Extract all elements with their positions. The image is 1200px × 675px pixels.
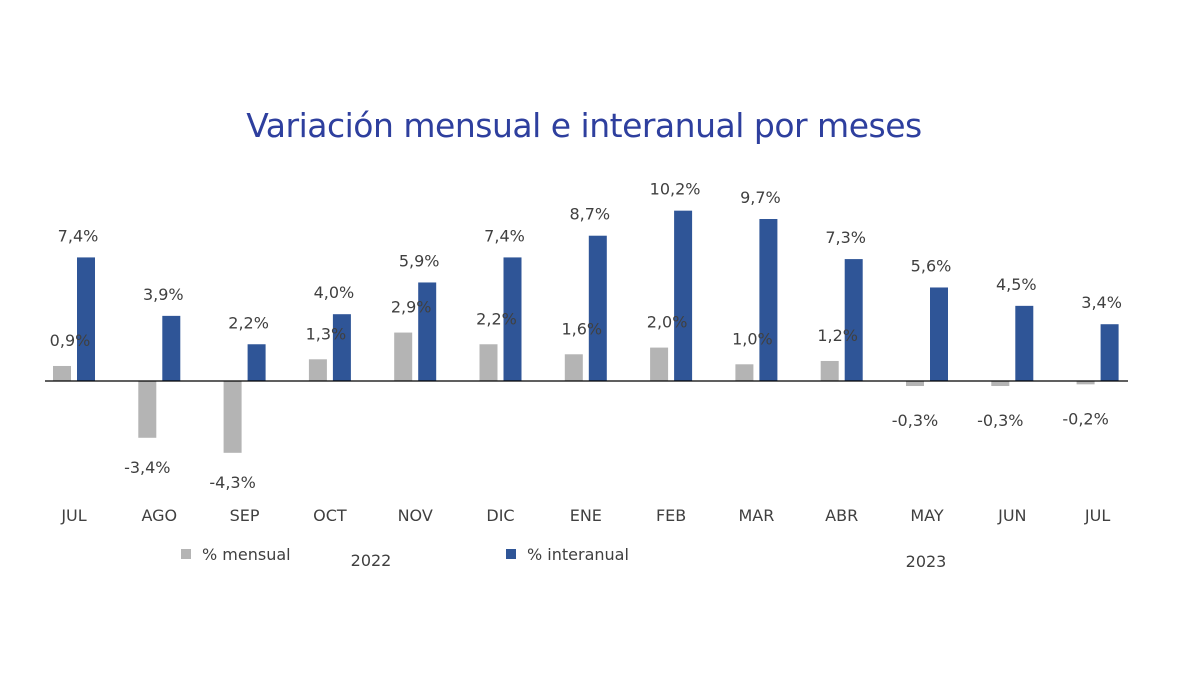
- data-label-mensual: -4,3%: [209, 473, 255, 492]
- bar-mensual: [479, 344, 498, 381]
- data-label-interanual: 3,9%: [143, 285, 184, 304]
- bar-mensual: [650, 347, 669, 381]
- data-label-interanual: 7,4%: [484, 226, 525, 245]
- bar-interanual: [759, 219, 778, 381]
- data-label-interanual: 8,7%: [569, 205, 610, 224]
- legend-swatch-mensual: [181, 549, 191, 559]
- category-label: JUL: [1084, 506, 1110, 525]
- bar-mensual: [138, 381, 157, 438]
- category-label: DIC: [486, 506, 514, 525]
- data-label-mensual: 1,0%: [732, 329, 773, 348]
- data-label-mensual: 2,9%: [391, 298, 432, 317]
- bar-mensual: [735, 364, 754, 381]
- data-label-interanual: 7,4%: [58, 226, 99, 245]
- bar-mensual: [394, 332, 413, 381]
- bar-interanual: [77, 257, 95, 381]
- data-label-mensual: 1,6%: [561, 319, 602, 338]
- bar-mensual: [906, 381, 924, 387]
- data-label-interanual: 2,2%: [228, 313, 269, 332]
- legend-label-interanual: % interanual: [527, 545, 629, 564]
- data-label-interanual: 9,7%: [740, 188, 781, 207]
- category-label: OCT: [313, 506, 347, 525]
- bar-mensual: [53, 365, 71, 381]
- data-label-interanual: 5,9%: [399, 251, 440, 270]
- bar-interanual: [247, 344, 266, 381]
- bar-mensual: [223, 381, 242, 453]
- data-label-mensual: 2,0%: [647, 313, 688, 332]
- data-label-mensual: -0,3%: [892, 411, 938, 430]
- chart-title: Variación mensual e interanual por meses: [246, 106, 922, 145]
- bar-interanual: [1100, 324, 1119, 381]
- data-label-interanual: 4,0%: [314, 283, 355, 302]
- category-label: SEP: [230, 506, 260, 525]
- data-label-interanual: 7,3%: [825, 228, 866, 247]
- category-label: AGO: [141, 506, 177, 525]
- data-label-mensual: 0,9%: [50, 331, 91, 350]
- bar-mensual: [991, 381, 1010, 387]
- data-label-mensual: 2,2%: [476, 309, 517, 328]
- bar-mensual: [564, 354, 583, 381]
- legend-label-mensual: % mensual: [202, 545, 291, 564]
- category-label: MAY: [910, 506, 944, 525]
- data-label-interanual: 3,4%: [1081, 293, 1122, 312]
- bar-interanual: [332, 314, 351, 381]
- bar-interanual: [503, 257, 522, 381]
- bar-mensual: [1076, 381, 1095, 385]
- data-label-interanual: 5,6%: [911, 256, 952, 275]
- category-label: JUN: [997, 506, 1026, 525]
- data-label-mensual: 1,2%: [817, 326, 858, 345]
- category-label: FEB: [656, 506, 686, 525]
- data-label-mensual: 1,3%: [306, 324, 347, 343]
- category-label: ABR: [825, 506, 858, 525]
- category-label: ENE: [570, 506, 602, 525]
- year-label-2023: 2023: [906, 552, 947, 571]
- bar-interanual: [930, 287, 948, 381]
- bar-interanual: [418, 282, 437, 381]
- category-label: MAR: [738, 506, 774, 525]
- data-label-mensual: -0,3%: [977, 411, 1023, 430]
- data-label-mensual: -0,2%: [1062, 409, 1108, 428]
- legend-swatch-interanual: [506, 549, 516, 559]
- data-label-interanual: 4,5%: [996, 275, 1037, 294]
- year-label-2022: 2022: [351, 551, 392, 570]
- bar-interanual: [588, 235, 607, 381]
- bar-interanual: [674, 210, 693, 381]
- bar-mensual: [308, 359, 327, 381]
- bar-interanual: [1015, 305, 1034, 381]
- category-label: NOV: [398, 506, 433, 525]
- category-label: JUL: [60, 506, 86, 525]
- data-label-mensual: -3,4%: [124, 458, 170, 477]
- bar-interanual: [844, 259, 863, 381]
- bar-interanual: [162, 315, 181, 381]
- data-label-interanual: 10,2%: [650, 180, 701, 199]
- bar-mensual: [820, 360, 839, 381]
